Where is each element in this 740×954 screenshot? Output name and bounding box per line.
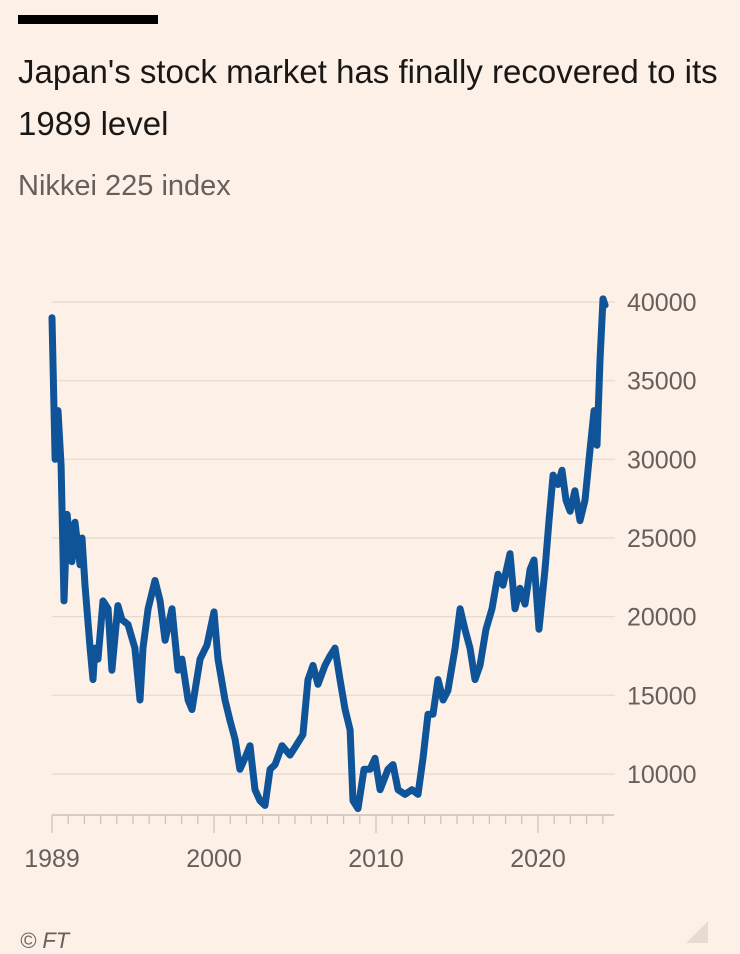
header-rule [18,15,158,24]
chart-subtitle: Nikkei 225 index [18,170,231,202]
series-line-nikkei [48,295,609,813]
y-tick-label: 20000 [627,604,697,632]
chart-title: Japan's stock market has finally recover… [18,53,718,142]
gridlines [52,301,615,775]
x-axis [51,814,614,833]
x-tick-label: 2010 [348,845,404,873]
resize-corner [686,921,708,943]
y-tick-label: 25000 [627,525,697,553]
y-axis-labels: 10000 15000 20000 25000 30000 35000 40000 [627,289,697,789]
x-axis-labels: 1989 2000 2010 2020 [24,845,566,873]
y-tick-label: 35000 [627,368,697,396]
y-tick-label: 30000 [627,446,697,474]
x-tick-label: 1989 [24,845,80,873]
source-credit: © FT [20,928,70,953]
x-tick-label: 2000 [186,845,242,873]
x-tick-label: 2020 [510,845,566,873]
y-tick-label: 15000 [627,682,697,710]
y-tick-label: 40000 [627,289,697,317]
y-tick-label: 10000 [627,761,697,789]
